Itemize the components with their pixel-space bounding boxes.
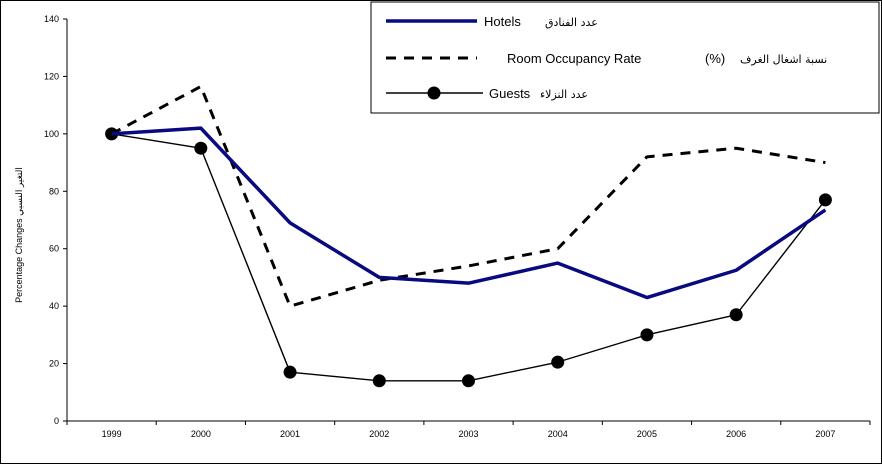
legend: Hotels عدد الفنادق Room Occupancy Rate (… xyxy=(370,1,880,114)
x-axis-ticks: 1999 2000 2001 2002 2003 2004 2005 2006 2007 xyxy=(66,421,871,439)
x-tick-label: 2001 xyxy=(280,429,300,439)
y-tick-label: 0 xyxy=(54,416,59,426)
legend-guests-marker xyxy=(427,86,441,100)
y-tick-label: 40 xyxy=(49,301,59,311)
series-point-guests xyxy=(283,365,297,379)
x-tick-label: 2004 xyxy=(548,429,568,439)
legend-guests-label-ar: عدد النزلاء xyxy=(540,88,588,101)
y-tick-label: 80 xyxy=(49,186,59,196)
y-tick-label: 120 xyxy=(44,71,59,81)
series-point-guests xyxy=(194,141,208,155)
series-line-hotels xyxy=(111,126,827,300)
series-point-guests xyxy=(551,355,565,369)
x-tick-label: 2003 xyxy=(458,429,478,439)
x-tick-label: 2007 xyxy=(815,429,835,439)
series-line-guests xyxy=(111,133,826,382)
series-point-guests xyxy=(372,374,386,388)
y-tick-label: 140 xyxy=(44,14,59,24)
chart-axes xyxy=(66,19,870,422)
y-axis-label: Percentage Changes التغير النسبي xyxy=(14,167,25,303)
x-tick-label: 2002 xyxy=(369,429,389,439)
y-tick-label: 20 xyxy=(49,359,59,369)
series-point-guests xyxy=(640,328,654,342)
series-point-guests xyxy=(729,308,743,322)
series-line-occupancy xyxy=(110,84,826,308)
y-tick-label: 100 xyxy=(44,129,59,139)
legend-hotels-label-ar: عدد الفنادق xyxy=(545,16,598,29)
y-tick-label: 60 xyxy=(49,244,59,254)
legend-occupancy-label: Room Occupancy Rate xyxy=(507,51,641,66)
legend-occupancy-label-ar: نسبة اشغال الغرف xyxy=(740,53,827,66)
series-layer xyxy=(105,84,832,388)
legend-occupancy-unit: (%) xyxy=(705,51,725,66)
x-tick-label: 2005 xyxy=(637,429,657,439)
y-axis-ticks: 0 20 40 60 80 100 120 140 xyxy=(44,14,67,426)
x-tick-label: 1999 xyxy=(102,429,122,439)
legend-guests-label: Guests xyxy=(489,86,531,101)
series-point-guests xyxy=(818,193,832,207)
legend-hotels-label: Hotels xyxy=(484,14,521,29)
x-tick-label: 2006 xyxy=(726,429,746,439)
x-tick-label: 2000 xyxy=(191,429,211,439)
series-point-guests xyxy=(462,374,475,388)
